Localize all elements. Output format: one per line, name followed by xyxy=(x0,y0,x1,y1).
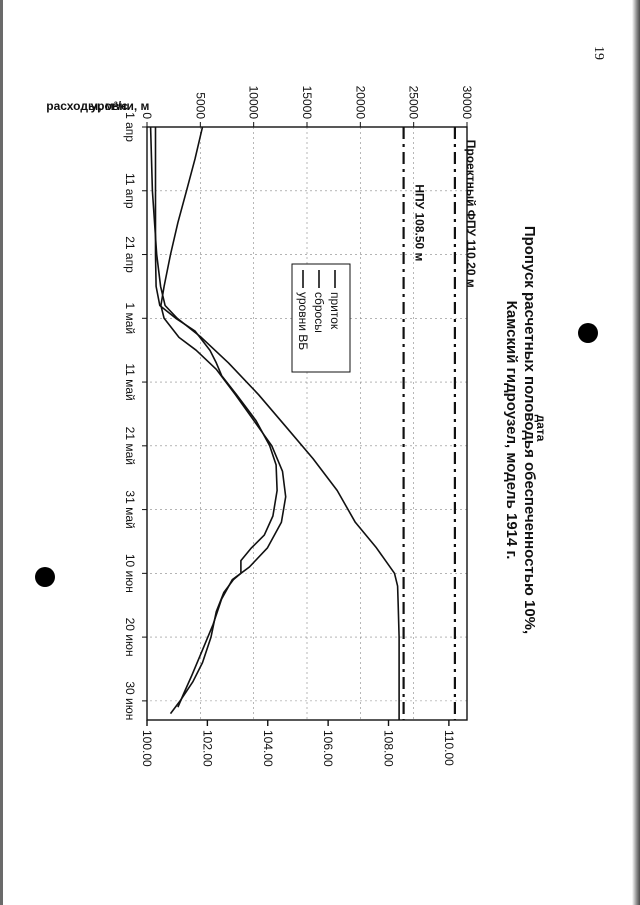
y-axis-label: расходы, м³/с xyxy=(46,99,128,113)
y-tick-label: 5000 xyxy=(193,92,207,119)
y-tick-label: 20000 xyxy=(353,86,367,120)
binder-hole-top xyxy=(578,323,598,343)
x-tick-label: 11 май xyxy=(123,363,137,400)
y2-tick-label: 110.00 xyxy=(442,730,456,766)
x-tick-label: 11 апр xyxy=(123,173,137,209)
series-line xyxy=(160,126,287,708)
annotations: Проектный ФПУ 110.20 м НПУ 108.50 м xyxy=(413,140,478,288)
scan-right-edge xyxy=(632,0,640,905)
chart-title: Пропуск расчетных половодья обеспеченнос… xyxy=(521,226,538,634)
x-axis-ticks: 1 апр 11 апр 21 апр 1 май 11 май 21 май 31 май… xyxy=(123,112,147,720)
x-tick-label: 31 май xyxy=(123,490,137,528)
y-axis-ticks: 0 5000 10000 15000 20000 25000 30000 xyxy=(140,86,474,127)
y2-tick-label: 108.00 xyxy=(382,730,396,767)
y-tick-label: 10000 xyxy=(247,86,261,120)
y2-tick-label: 100.00 xyxy=(140,730,154,767)
annotation-label: Проектный ФПУ 110.20 м xyxy=(464,140,478,288)
x-tick-label: 10 июн xyxy=(123,554,137,593)
chart-rotated-group: 1 апр 11 апр 21 апр 1 май 11 май 21 май 31 май… xyxy=(46,86,548,767)
x-tick-label: 21 апр xyxy=(123,236,137,273)
x-tick-label: 1 май xyxy=(123,302,137,334)
y-tick-label: 30000 xyxy=(460,86,474,120)
annotation-label: НПУ 108.50 м xyxy=(413,184,427,261)
series-lines xyxy=(149,126,456,720)
y2-axis-label: уровни, м xyxy=(91,99,150,113)
legend-label: приток xyxy=(328,292,342,330)
scan-left-edge xyxy=(0,0,3,905)
chart-subtitle: Камский гидроузел, модель 1914 г. xyxy=(503,301,520,560)
y2-tick-label: 106.00 xyxy=(321,730,335,767)
x-axis-label: дата xyxy=(534,415,548,442)
x-tick-label: 21 май xyxy=(123,427,137,465)
y-tick-label: 15000 xyxy=(300,86,314,120)
y2-tick-label: 102.00 xyxy=(200,730,214,767)
legend-box xyxy=(291,263,351,373)
legend-label: сбросы xyxy=(312,292,326,333)
y2-tick-label: 104.00 xyxy=(261,730,275,767)
legend-label: уровни ВБ xyxy=(296,292,310,350)
x-tick-label: 20 июн xyxy=(123,618,137,657)
x-tick-label: 1 апр xyxy=(123,112,137,142)
binder-hole-bottom xyxy=(35,567,55,587)
series-line xyxy=(149,126,400,720)
x-tick-label: 30 июн xyxy=(123,681,137,720)
y2-axis-ticks: 100.00 102.00 104.00 106.00 108.00 110.00 xyxy=(140,720,456,767)
series-line xyxy=(154,127,278,715)
y-tick-label: 25000 xyxy=(407,86,421,120)
y-tick-label: 0 xyxy=(140,112,154,119)
